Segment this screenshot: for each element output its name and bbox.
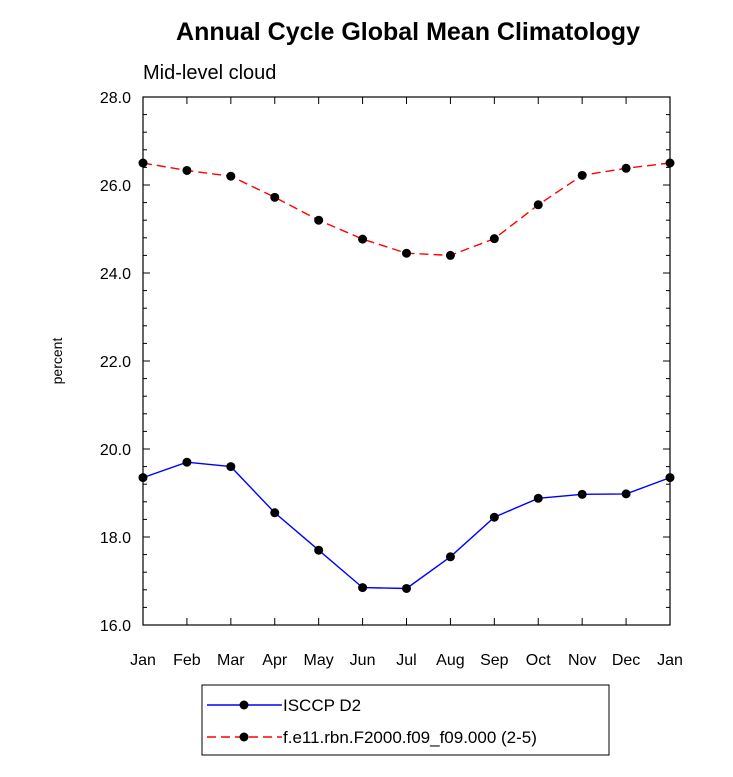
data-point (621, 489, 631, 499)
legend-item: ISCCP D2 (207, 696, 361, 715)
data-point (226, 171, 236, 181)
x-tick-label: Jun (350, 652, 376, 669)
chart-title: Annual Cycle Global Mean Climatology (176, 18, 640, 46)
x-tick-label: Nov (568, 652, 596, 669)
x-tick-label: Jan (657, 652, 683, 669)
x-tick-label: Sep (480, 652, 509, 669)
x-tick-label: Jan (130, 652, 156, 669)
data-point (358, 234, 368, 244)
data-point (270, 192, 280, 202)
y-tick-label: 26.0 (100, 178, 131, 195)
data-point (182, 165, 192, 175)
data-point (182, 457, 192, 467)
data-point (314, 545, 324, 555)
series-layer (138, 158, 675, 593)
legend-label: ISCCP D2 (283, 696, 361, 715)
x-tick-label: Mar (217, 652, 245, 669)
x-tick-label: Aug (436, 652, 464, 669)
legend-box (201, 684, 610, 756)
data-point (445, 250, 455, 260)
series-1 (138, 457, 675, 593)
y-tick-label: 18.0 (100, 530, 131, 547)
data-point (533, 200, 543, 210)
data-point (270, 508, 280, 518)
y-tick-label: 24.0 (100, 266, 131, 283)
data-point (621, 163, 631, 173)
chart-subtitle: Mid-level cloud (143, 62, 276, 84)
x-tick-label: Jul (396, 652, 416, 669)
data-point (138, 158, 148, 168)
x-tick-label: Dec (612, 652, 640, 669)
x-tick-label: Apr (262, 652, 288, 669)
data-point (577, 489, 587, 499)
data-point (358, 583, 368, 593)
y-axis-label: percent (49, 338, 65, 385)
x-tick-label: May (304, 652, 334, 669)
data-point (577, 170, 587, 180)
x-tick-label: Feb (173, 652, 201, 669)
y-tick-label: 28.0 (100, 90, 131, 107)
y-tick-label: 16.0 (100, 618, 131, 635)
data-point (665, 158, 675, 168)
legend-marker (239, 732, 249, 742)
axis-ticks: 16.0 18.0 20.0 22.0 24.0 26.0 28.0 Jan Feb Mar Apr… (100, 90, 683, 669)
legend-label: f.e11.rbn.F2000.f09_f09.000 (2-5) (283, 728, 537, 747)
plot-frame (142, 96, 671, 626)
data-point (138, 473, 148, 483)
data-point (489, 234, 499, 244)
y-tick-label: 22.0 (100, 354, 131, 371)
data-point (665, 473, 675, 483)
data-point (314, 215, 324, 225)
y-tick-label: 20.0 (100, 442, 131, 459)
data-point (402, 248, 411, 258)
data-point (489, 512, 499, 522)
legend-marker (239, 700, 249, 710)
legend-item: f.e11.rbn.F2000.f09_f09.000 (2-5) (207, 728, 537, 747)
series-line (142, 162, 671, 257)
x-tick-label: Oct (526, 652, 551, 669)
data-point (402, 583, 411, 593)
data-point (533, 493, 543, 503)
series-line (142, 461, 671, 590)
data-point (445, 552, 455, 562)
legend: ISCCP D2 f.e11.rbn.F2000.f09_f09.000 (2-5… (201, 684, 610, 756)
data-point (226, 462, 236, 472)
series-2 (138, 158, 675, 260)
